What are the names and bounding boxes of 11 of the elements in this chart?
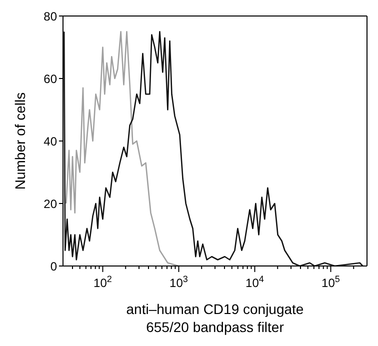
y-tick-label: 20	[44, 196, 58, 211]
y-tick-label: 40	[44, 134, 58, 148]
x-tick-label: 10$^{5}$	[322, 274, 340, 290]
y-axis-title: Number of cells	[12, 92, 28, 190]
y-tick-label: 0	[50, 259, 58, 274]
x-tick-label: 10$^{3}$	[170, 274, 188, 290]
x-axis-title: anti–human CD19 conjugate 655/20 bandpass filter	[126, 301, 304, 335]
y-tick-label: 80	[44, 9, 58, 24]
y-tick-label: 60	[44, 72, 58, 86]
x-tick-label: 10$^{2}$	[94, 274, 112, 290]
x-tick-label: 10$^{4}$	[246, 274, 264, 290]
